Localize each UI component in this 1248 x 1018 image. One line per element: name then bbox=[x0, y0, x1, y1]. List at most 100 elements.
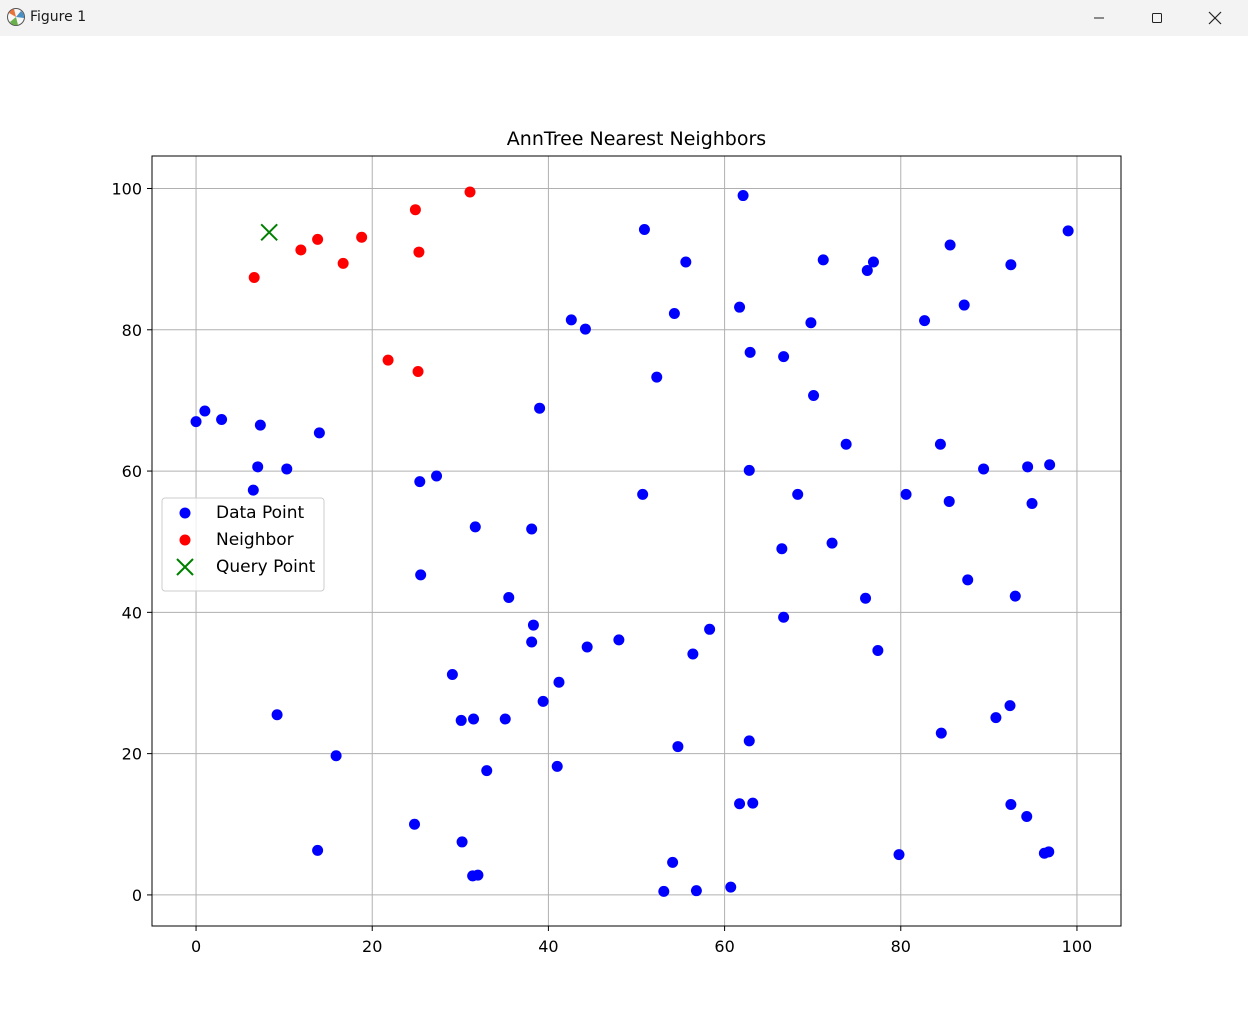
data-point-marker bbox=[778, 351, 790, 363]
data-point-marker bbox=[817, 254, 829, 266]
data-point-marker bbox=[216, 413, 228, 425]
y-tick-label: 80 bbox=[122, 321, 142, 340]
data-point-marker bbox=[409, 818, 421, 830]
data-point-marker bbox=[900, 488, 912, 500]
data-point-marker bbox=[468, 713, 480, 725]
matplotlib-icon bbox=[7, 8, 25, 26]
data-point-marker bbox=[672, 741, 684, 753]
data-point-marker bbox=[958, 299, 970, 311]
data-point-marker bbox=[725, 881, 737, 893]
data-point-marker bbox=[455, 714, 467, 726]
data-point-marker bbox=[978, 463, 990, 475]
data-point-marker bbox=[553, 676, 565, 688]
legend-query-point-marker bbox=[176, 558, 194, 576]
data-point-marker bbox=[1022, 461, 1034, 473]
data-point-marker bbox=[581, 641, 593, 653]
axis-ticks: 0 20 40 60 80 100 0 20 40 60 80 100 bbox=[111, 179, 1092, 956]
legend-label: Data Point bbox=[216, 503, 305, 523]
data-point-marker bbox=[743, 735, 755, 747]
neighbor-marker bbox=[464, 186, 476, 198]
data-point-marker bbox=[826, 537, 838, 549]
data-point-marker bbox=[1004, 700, 1016, 712]
data-point-marker bbox=[667, 856, 679, 868]
window-title: Figure 1 bbox=[30, 9, 87, 25]
x-tick-label: 40 bbox=[538, 937, 558, 956]
scatter-chart: 0 20 40 60 80 100 0 20 40 60 80 100 AnnTree Nearest… bbox=[111, 128, 1122, 956]
data-point-marker bbox=[431, 470, 443, 482]
data-point-marker bbox=[651, 371, 663, 383]
data-point-marker bbox=[527, 619, 539, 631]
maximize-button[interactable] bbox=[1128, 0, 1186, 36]
data-point-marker bbox=[537, 695, 549, 707]
close-icon bbox=[1208, 11, 1222, 25]
legend: Data Point Neighbor Query Point bbox=[161, 497, 325, 592]
neighbor-marker bbox=[312, 233, 324, 245]
grid bbox=[152, 156, 1121, 926]
data-point-marker bbox=[747, 797, 759, 809]
neighbor-marker bbox=[382, 354, 394, 366]
y-tick-label: 60 bbox=[122, 462, 142, 481]
data-point-marker bbox=[680, 256, 692, 268]
data-point-marker bbox=[565, 314, 577, 326]
minimize-button[interactable] bbox=[1070, 0, 1128, 36]
data-point-marker bbox=[944, 239, 956, 251]
data-point-marker bbox=[1005, 798, 1017, 810]
data-point-marker bbox=[778, 611, 790, 623]
data-point-marker bbox=[1026, 498, 1038, 510]
maximize-icon bbox=[1152, 13, 1162, 23]
data-point-marker bbox=[313, 427, 325, 439]
data-point-marker bbox=[935, 727, 947, 739]
data-point-marker bbox=[534, 402, 546, 414]
data-point-marker bbox=[687, 648, 699, 660]
data-point-marker bbox=[330, 750, 342, 762]
x-tick-label: 100 bbox=[1062, 937, 1093, 956]
data-point-marker bbox=[737, 190, 749, 202]
data-point-marker bbox=[1005, 259, 1017, 271]
data-point-marker bbox=[1021, 811, 1033, 823]
window-titlebar: Figure 1 bbox=[0, 0, 1248, 36]
x-tick-label: 80 bbox=[891, 937, 911, 956]
data-point-marker bbox=[658, 885, 670, 897]
data-point-marker bbox=[415, 569, 427, 581]
data-point-marker bbox=[962, 574, 974, 586]
data-point-marker bbox=[934, 438, 946, 450]
data-point-marker bbox=[668, 308, 680, 320]
data-point-marker bbox=[1044, 459, 1056, 471]
neighbor-marker bbox=[412, 365, 424, 377]
data-point-marker bbox=[734, 798, 746, 810]
data-point-marker bbox=[472, 869, 484, 881]
data-point-marker bbox=[792, 488, 804, 500]
data-point-marker bbox=[446, 669, 458, 681]
data-point-marker bbox=[744, 346, 756, 358]
data-point-marker bbox=[808, 389, 820, 401]
x-tick-label: 0 bbox=[191, 937, 201, 956]
y-tick-label: 20 bbox=[122, 745, 142, 764]
data-point-marker bbox=[271, 709, 283, 721]
data-point-marker bbox=[190, 416, 202, 428]
data-point-marker bbox=[252, 461, 264, 473]
data-points bbox=[190, 186, 1074, 897]
close-button[interactable] bbox=[1186, 0, 1244, 36]
data-point-marker bbox=[481, 765, 493, 777]
legend-neighbor-marker bbox=[179, 534, 191, 546]
neighbor-marker bbox=[248, 272, 260, 284]
neighbor-marker bbox=[295, 244, 307, 256]
chart-title: AnnTree Nearest Neighbors bbox=[507, 128, 766, 150]
data-point-marker bbox=[469, 521, 481, 533]
data-point-marker bbox=[499, 713, 511, 725]
legend-data-point-marker bbox=[179, 507, 191, 519]
data-point-marker bbox=[526, 523, 538, 535]
y-tick-label: 40 bbox=[122, 603, 142, 622]
data-point-marker bbox=[943, 495, 955, 507]
data-point-marker bbox=[872, 644, 884, 656]
data-point-marker bbox=[281, 463, 293, 475]
data-point-marker bbox=[840, 438, 852, 450]
data-point-marker bbox=[690, 885, 702, 897]
data-point-marker bbox=[860, 592, 872, 604]
y-tick-label: 0 bbox=[132, 886, 142, 905]
minimize-icon bbox=[1094, 17, 1104, 19]
query-point-marker bbox=[260, 223, 278, 242]
neighbor-marker bbox=[356, 231, 368, 243]
data-point-marker bbox=[526, 636, 538, 648]
x-tick-label: 60 bbox=[714, 937, 734, 956]
